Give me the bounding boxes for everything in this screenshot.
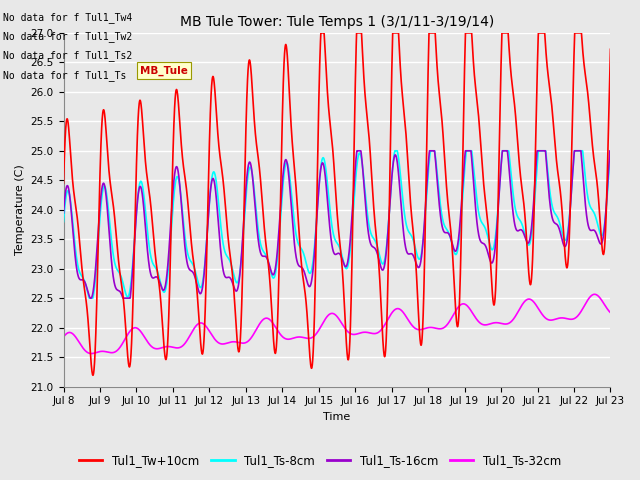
Text: No data for f Tul1_Ts2: No data for f Tul1_Ts2 <box>3 50 132 61</box>
Text: MB_Tule: MB_Tule <box>140 66 188 76</box>
Legend: Tul1_Tw+10cm, Tul1_Ts-8cm, Tul1_Ts-16cm, Tul1_Ts-32cm: Tul1_Tw+10cm, Tul1_Ts-8cm, Tul1_Ts-16cm,… <box>74 449 566 472</box>
Y-axis label: Temperature (C): Temperature (C) <box>15 164 25 255</box>
Text: No data for f Tul1_Tw4: No data for f Tul1_Tw4 <box>3 12 132 23</box>
Text: No data for f Tul1_Ts: No data for f Tul1_Ts <box>3 70 127 81</box>
Title: MB Tule Tower: Tule Temps 1 (3/1/11-3/19/14): MB Tule Tower: Tule Temps 1 (3/1/11-3/19… <box>180 15 494 29</box>
Text: No data for f Tul1_Tw2: No data for f Tul1_Tw2 <box>3 31 132 42</box>
X-axis label: Time: Time <box>323 412 351 422</box>
